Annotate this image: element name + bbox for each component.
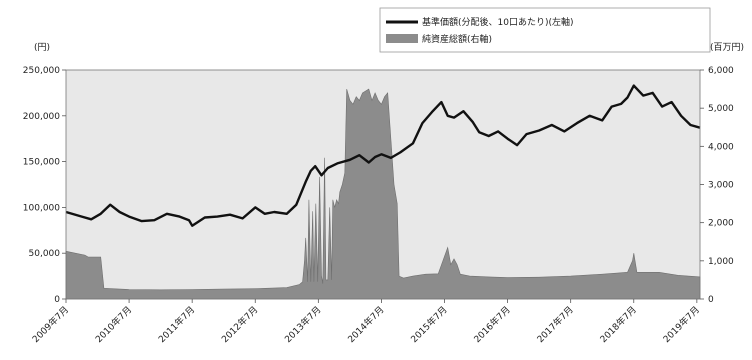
- right-tick-label: 1,000: [708, 257, 734, 267]
- left-tick-label: 100,000: [23, 203, 60, 213]
- x-tick-label: 2012年7月: [219, 304, 260, 345]
- legend-label-nav: 基準価額(分配後、10口あたり)(左軸): [422, 16, 574, 28]
- right-axis: (百万円) 0 1,000 2,000 3,000 4,000 5,000 6,000: [700, 42, 744, 305]
- left-tick-label: 50,000: [29, 249, 61, 259]
- x-tick-label: 2017年7月: [534, 304, 575, 345]
- x-tick-label: 2018年7月: [597, 304, 638, 345]
- left-axis: (円) 0 50,000 100,000 150,000 200,000 250,000: [23, 42, 66, 305]
- right-tick-label: 6,000: [708, 66, 734, 76]
- right-tick-label: 5,000: [708, 104, 734, 114]
- legend: 基準価額(分配後、10口あたり)(左軸) 純資産総額(右軸): [379, 7, 711, 53]
- left-tick-label: 0: [54, 295, 60, 305]
- net-assets-area: [65, 88, 701, 300]
- net-assets-series: [65, 88, 701, 300]
- x-tick-label: 2011年7月: [156, 304, 197, 345]
- left-axis-unit: (円): [34, 42, 50, 53]
- right-tick-label: 4,000: [708, 142, 734, 152]
- legend-swatch-net-assets: [386, 34, 418, 43]
- right-axis-unit: (百万円): [710, 42, 744, 53]
- x-tick-label: 2016年7月: [471, 304, 512, 345]
- right-tick-label: 2,000: [708, 219, 734, 229]
- x-tick-label: 2009年7月: [30, 304, 71, 345]
- nav-line: [65, 84, 701, 227]
- x-tick-label: 2015年7月: [408, 304, 449, 345]
- x-tick-label: 2019年7月: [661, 304, 702, 345]
- x-tick-label: 2013年7月: [282, 304, 323, 345]
- legend-box: [379, 7, 711, 53]
- x-tick-label: 2010年7月: [93, 304, 134, 345]
- left-tick-label: 150,000: [23, 158, 60, 168]
- left-tick-label: 200,000: [23, 112, 60, 122]
- right-tick-label: 3,000: [708, 181, 734, 191]
- nav-series: [65, 84, 701, 227]
- x-tick-label: 2014年7月: [345, 304, 386, 345]
- legend-label-net-assets: 純資産総額(右軸): [422, 33, 492, 45]
- right-tick-label: 0: [708, 295, 714, 305]
- left-tick-label: 250,000: [23, 66, 60, 76]
- x-axis: 2009年7月 2010年7月 2011年7月 2012年7月 2013年7月 2014年…: [30, 299, 702, 345]
